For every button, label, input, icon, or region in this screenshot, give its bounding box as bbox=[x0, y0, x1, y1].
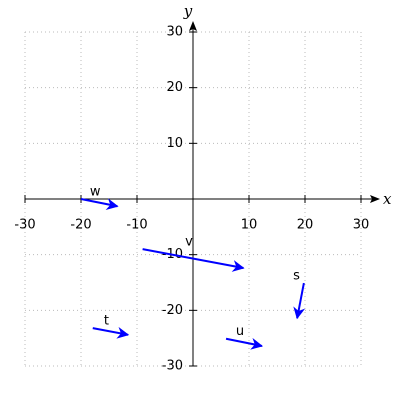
y-tick-label: 30 bbox=[166, 25, 183, 40]
vector-arrow bbox=[142, 248, 245, 272]
vector-arrow bbox=[225, 337, 264, 350]
vector-label: w bbox=[90, 185, 101, 200]
x-tick-label: -20 bbox=[70, 218, 91, 233]
vector-label: s bbox=[293, 269, 300, 284]
vector-arrow bbox=[80, 198, 119, 211]
x-tick-label: 10 bbox=[241, 218, 258, 233]
vector-label: v bbox=[185, 235, 193, 250]
x-axis-label: x bbox=[383, 190, 392, 208]
y-tick-label: -20 bbox=[162, 303, 183, 318]
vector-arrow bbox=[293, 282, 306, 320]
y-tick-label: 20 bbox=[166, 80, 183, 95]
x-tick-label: 20 bbox=[297, 218, 314, 233]
y-axis-label: y bbox=[183, 2, 193, 20]
y-tick-label: 10 bbox=[166, 136, 183, 151]
vector-label: t bbox=[104, 314, 109, 329]
x-tick-label: -30 bbox=[14, 218, 35, 233]
y-tick-label: -30 bbox=[162, 359, 183, 374]
vector-arrow bbox=[92, 326, 130, 339]
x-tick-label: -10 bbox=[126, 218, 147, 233]
x-tick-label: 30 bbox=[353, 218, 370, 233]
vector-label: u bbox=[236, 324, 244, 339]
